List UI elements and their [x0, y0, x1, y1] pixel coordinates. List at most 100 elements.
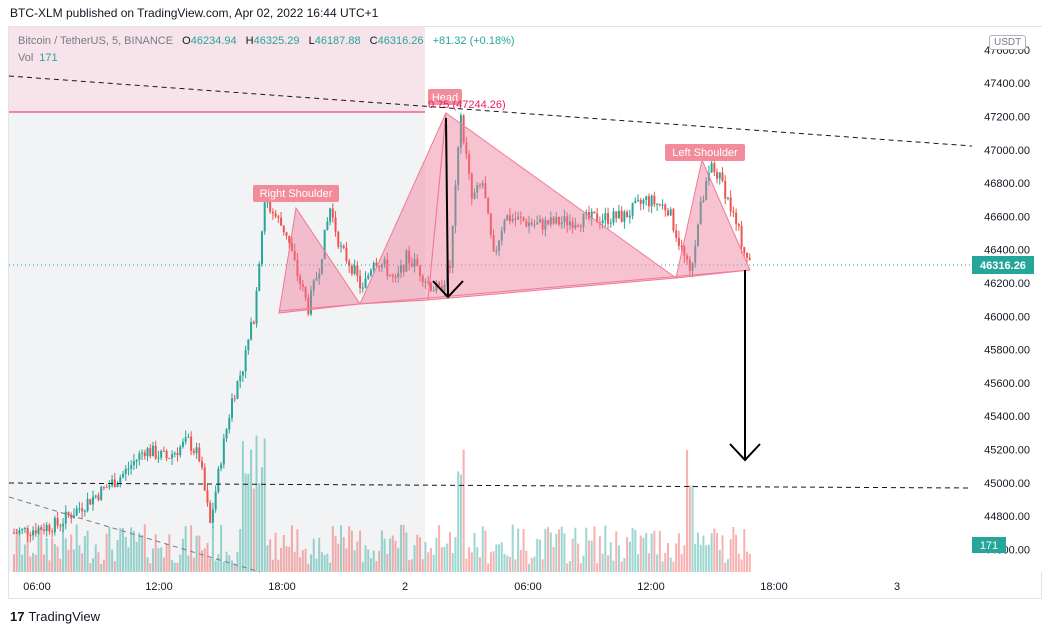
volume-bar: [138, 532, 141, 572]
candle-body: [743, 247, 746, 253]
candle-body: [342, 245, 345, 248]
volume-bar: [116, 539, 119, 572]
price-tick-label: 46600.00: [984, 211, 1030, 223]
price-tick-label: 45800.00: [984, 345, 1030, 357]
candle-body: [645, 196, 648, 200]
candle-body: [108, 485, 111, 488]
candle-body: [255, 290, 258, 324]
ohlc-legend: Bitcoin / TetherUS, 5, BINANCE O46234.94…: [18, 35, 515, 47]
volume-bar: [585, 527, 588, 572]
head-arrow-shaft: [445, 117, 449, 297]
candle-body: [277, 216, 280, 218]
volume-bar: [634, 529, 637, 572]
volume-bar: [732, 526, 735, 572]
candle-body: [37, 527, 40, 534]
candle-body: [410, 263, 413, 267]
price-tick-label: 46800.00: [984, 178, 1030, 190]
resistance-trendline[interactable]: [8, 75, 973, 147]
head-and-shoulders-pattern[interactable]: [278, 112, 751, 314]
breakdown-arrow-head: [729, 443, 761, 462]
candles: [13, 112, 751, 543]
candle-body: [528, 222, 531, 227]
candle-body: [421, 275, 424, 283]
volume-bar: [320, 552, 323, 572]
volume-bar: [42, 554, 45, 572]
volume-bar: [601, 553, 604, 572]
volume-bar: [293, 551, 296, 572]
volume-bar: [427, 552, 430, 572]
candle-body: [577, 225, 580, 227]
left-shoulder-label[interactable]: Left Shoulder: [665, 144, 745, 161]
lower-trendline[interactable]: [8, 496, 261, 573]
volume-bar: [64, 538, 67, 572]
volume-bar: [495, 544, 498, 572]
volume-bar: [438, 525, 441, 572]
volume-bar: [544, 528, 547, 572]
candle-body: [97, 495, 100, 500]
candle-body: [451, 226, 454, 268]
volume-bar: [217, 554, 220, 572]
right-shoulder-label[interactable]: Right Shoulder: [253, 185, 339, 202]
breakdown-target-arrow[interactable]: [729, 270, 761, 462]
volume-key[interactable]: Vol: [18, 52, 34, 64]
candle-body: [383, 259, 386, 265]
candle-body: [211, 509, 214, 523]
volume-bar: [18, 532, 21, 572]
volume-bar: [718, 549, 721, 572]
candle-body: [51, 531, 54, 533]
candle-body: [746, 252, 749, 258]
symbol-label[interactable]: Bitcoin / TetherUS, 5, BINANCE: [18, 35, 174, 47]
volume-bar: [514, 559, 517, 572]
volume-bar: [391, 535, 394, 572]
volume-bar: [478, 557, 481, 572]
candle-body: [386, 259, 389, 276]
right-shoulder-triangle: [278, 206, 361, 314]
footer-brand: 17 TradingView: [10, 609, 100, 624]
support-trendline[interactable]: [8, 482, 973, 489]
volume-bar: [179, 554, 182, 572]
candle-body: [350, 265, 353, 274]
head-target-arrow[interactable]: [432, 117, 464, 299]
currency-button[interactable]: USDT: [989, 35, 1027, 50]
candle-body: [607, 213, 610, 224]
volume-bar: [26, 525, 29, 572]
left-shoulder-label-bg: [665, 144, 745, 161]
volume-bar: [15, 528, 18, 572]
volume-bar: [124, 536, 127, 572]
time-tick-label: 06:00: [23, 581, 51, 593]
candle-body: [631, 203, 634, 216]
candle-body: [89, 499, 92, 505]
volume-bar: [394, 540, 397, 572]
candle-body: [468, 154, 471, 174]
volume-bar: [449, 532, 451, 572]
head-label-bg: [428, 89, 462, 105]
candle-body: [280, 217, 283, 226]
close-value: 46316.26: [377, 35, 424, 47]
candle-body: [162, 450, 165, 452]
volume-bar: [342, 537, 345, 572]
volume-bar: [383, 538, 386, 572]
candle-body: [487, 198, 490, 214]
volume-bar: [130, 527, 133, 572]
candle-body: [457, 147, 460, 185]
candle-body: [326, 221, 329, 230]
candle-body: [198, 447, 201, 462]
high-key: H: [245, 35, 254, 47]
candle-body: [236, 381, 239, 399]
head-label[interactable]: Head: [428, 89, 462, 105]
candle-body: [694, 245, 697, 263]
volume-bar: [21, 554, 24, 572]
volume-bar: [231, 560, 233, 572]
volume-bar: [508, 556, 511, 572]
candle-body: [86, 499, 89, 511]
price-tick-label: 46400.00: [984, 245, 1030, 257]
volume-bar: [70, 534, 73, 572]
volume-bar: [623, 557, 626, 572]
volume-bar: [675, 543, 678, 572]
candle-body: [579, 226, 582, 228]
volume-bar: [519, 550, 522, 572]
candle-body: [566, 216, 569, 226]
candle-body: [258, 264, 261, 291]
candle-body: [547, 220, 550, 225]
